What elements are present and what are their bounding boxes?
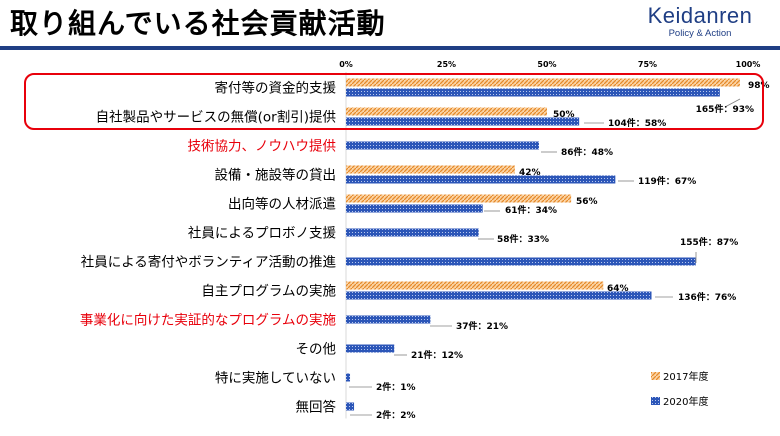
keidanren-logo: Keidanren Policy & Action: [640, 3, 760, 40]
legend-label-2020: 2020年度: [663, 395, 708, 408]
data-label-2020: 155件：87%: [680, 236, 738, 248]
x-tick-label: 25%: [437, 60, 456, 69]
slide-title: 取り組んでいる社会貢献活動: [10, 7, 386, 40]
logo-tagline: Policy & Action: [668, 28, 732, 39]
x-tick-label: 50%: [537, 60, 556, 69]
data-label-2017: 42%: [519, 168, 541, 178]
bar-2017: [346, 107, 547, 116]
leader-line: [724, 98, 741, 108]
category-label: 寄付等の資金的支援: [215, 80, 337, 97]
data-label-2020: 21件：12%: [411, 349, 463, 361]
category-label: 事業化に向けた実証的なプログラムの実施: [80, 313, 337, 329]
bar-2020: [346, 117, 580, 126]
data-label-2017: 98%: [748, 81, 770, 91]
data-label-2020: 37件：21%: [456, 320, 508, 332]
category-label: 社員によるプロボノ支援: [188, 226, 337, 242]
x-tick-label: 75%: [638, 60, 657, 69]
data-label-2020: 119件：67%: [638, 175, 696, 187]
data-label-2020: 58件：33%: [497, 233, 549, 245]
category-label: その他: [296, 342, 337, 358]
data-label-2020: 104件：58%: [608, 117, 666, 129]
data-label-2020: 2件：2%: [376, 409, 416, 421]
category-label: 無回答: [296, 399, 337, 416]
legend-swatch-2017: [651, 372, 660, 380]
bar-2017: [346, 165, 515, 174]
bar-2020: [346, 373, 351, 382]
bar-2020: [346, 175, 616, 184]
bar-2017: [346, 281, 604, 290]
bar-2017: [346, 78, 740, 87]
data-label-2020: 136件：76%: [678, 291, 736, 303]
bar-2020: [346, 344, 395, 353]
logo-name: Keidanren: [647, 3, 753, 28]
legend-swatch-2020: [651, 397, 660, 405]
data-label-2017: 50%: [553, 110, 575, 120]
x-tick-label: 0%: [339, 60, 353, 69]
bar-2020: [346, 88, 720, 97]
data-label-2020: 165件：93%: [696, 103, 754, 115]
category-label: 自主プログラムの実施: [201, 284, 336, 300]
legend-label-2017: 2017年度: [663, 370, 708, 383]
data-label-2017: 56%: [576, 197, 598, 207]
bar-2017: [346, 194, 572, 203]
bar-2020: [346, 204, 483, 213]
data-label-2020: 86件：48%: [561, 146, 613, 158]
category-label: 出向等の人材派遣: [228, 196, 336, 213]
data-label-2020: 61件：34%: [505, 204, 557, 216]
category-label: 設備・施設等の貸出: [215, 167, 337, 184]
x-tick-label: 100%: [736, 60, 761, 69]
data-label-2020: 2件：1%: [376, 381, 416, 393]
bar-2020: [346, 315, 431, 324]
bar-2020: [346, 141, 539, 150]
category-label: 技術協力、ノウハウ提供: [188, 139, 337, 155]
bar-2020: [346, 402, 355, 411]
highlight-box: [24, 73, 764, 130]
bar-2020: [346, 291, 652, 300]
category-label: 特に実施していない: [215, 371, 336, 387]
category-label: 社員による寄付やボランティア活動の推進: [81, 254, 337, 271]
bar-2020: [346, 257, 696, 266]
title-rule: [0, 46, 780, 50]
data-label-2017: 64%: [607, 284, 629, 294]
category-label: 自社製品やサービスの無償(or割引)提供: [96, 109, 336, 126]
bar-2020: [346, 228, 479, 237]
